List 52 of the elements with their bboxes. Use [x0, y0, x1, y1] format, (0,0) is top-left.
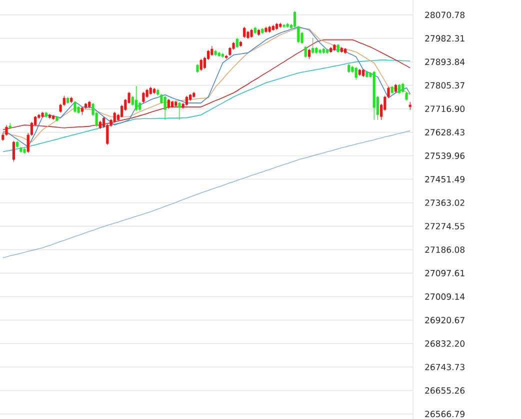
y-tick-label: 27982.31 [425, 35, 464, 42]
candlestick [304, 46, 307, 58]
candlestick [210, 46, 214, 56]
y-tick-label: 26832.20 [425, 340, 465, 347]
candlestick [26, 132, 30, 154]
candlestick [196, 64, 199, 74]
candlestick [113, 111, 116, 124]
y-tick-label: 26743.73 [425, 364, 464, 370]
candlestick [142, 92, 145, 104]
y-tick-label: 27009.14 [425, 293, 465, 300]
candlestick [297, 25, 300, 44]
candlestick [178, 102, 181, 120]
candlestick [185, 95, 188, 106]
candlestick [236, 38, 238, 48]
y-tick-label: 26655.26 [425, 387, 465, 394]
candlestick [387, 86, 390, 98]
candlestick [134, 86, 138, 112]
candlestick [167, 98, 170, 110]
candlestick [131, 95, 134, 106]
candlestick [62, 95, 66, 106]
candlestick [398, 84, 401, 94]
candlestick [5, 124, 8, 136]
y-tick-label: 27186.08 [425, 246, 465, 253]
candlestick [74, 100, 76, 114]
y-tick-label: 27716.90 [425, 106, 465, 112]
candlestick [405, 92, 408, 102]
candlestick [394, 84, 397, 94]
candlestick [200, 58, 202, 72]
candlestick [228, 46, 232, 56]
candlestick [348, 64, 350, 74]
y-tick-label: 26566.79 [425, 410, 464, 418]
candlestick [354, 66, 358, 80]
y-tick-label: 27097.61 [425, 270, 464, 276]
y-tick-label: 27363.02 [425, 200, 464, 206]
candlestick [243, 26, 246, 38]
candlestick [164, 95, 166, 120]
candlestick [138, 102, 142, 112]
y-tick-label: 27893.84 [425, 58, 465, 66]
candlestick [59, 103, 62, 114]
candlestick [250, 28, 253, 38]
y-tick-label: 27805.37 [425, 82, 464, 89]
candlestick [402, 82, 404, 94]
y-tick-label: 27539.96 [425, 152, 465, 159]
candlestick [12, 140, 15, 162]
y-tick-label: 27274.55 [425, 222, 464, 230]
candlestick [294, 10, 296, 28]
y-tick-label: 26920.67 [425, 316, 464, 324]
y-tick-label: 27451.49 [425, 176, 464, 182]
y-tick-label: 27628.43 [425, 129, 464, 136]
candlestick [308, 48, 311, 60]
y-tick-label: 28070.78 [425, 12, 465, 18]
candlestick [312, 38, 314, 54]
